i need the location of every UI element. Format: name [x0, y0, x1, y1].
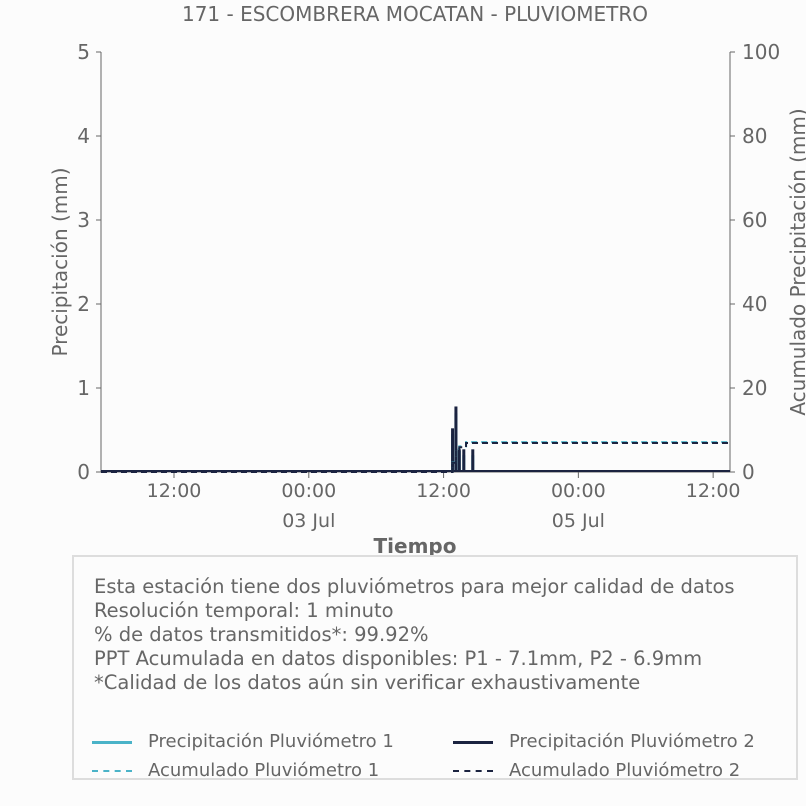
precip-bar-2 — [454, 406, 458, 472]
y-tick-label: 4 — [77, 124, 90, 148]
x-tick-label: 00:00 — [281, 480, 336, 502]
x-tick-label: 12:00 — [147, 480, 202, 502]
legend-swatch-a1 — [92, 770, 132, 772]
x-tick-label: 12:00 — [686, 480, 741, 502]
legend-swatch-p1 — [92, 741, 132, 744]
y2-tick-label: 60 — [742, 208, 767, 232]
y2-tick-label: 0 — [742, 460, 755, 484]
info-line-quality-note: *Calidad de los datos aún sin verificar … — [94, 671, 641, 694]
y2-tick-label: 20 — [742, 376, 767, 400]
legend-label-a1: Acumulado Pluviómetro 1 — [148, 760, 380, 781]
precip-bar-2 — [471, 449, 475, 472]
y-axis-label: Precipitación (mm) — [48, 167, 72, 356]
info-line-stations: Esta estación tiene dos pluviómetros par… — [94, 575, 735, 598]
info-line-accumulated: PPT Acumulada en datos disponibles: P1 -… — [94, 647, 703, 670]
y2-tick-label: 40 — [742, 292, 767, 316]
x-tick-label: 00:00 — [551, 480, 606, 502]
x-axis-label: Tiempo — [374, 534, 457, 558]
y2-axis-label: Acumulado Precipitación (mm) — [786, 108, 806, 415]
legend-label-a2: Acumulado Pluviómetro 2 — [509, 760, 741, 781]
x-tick-date-label: 03 Jul — [282, 510, 335, 532]
precipitation-chart: 171 - ESCOMBRERA MOCATAN - PLUVIOMETRO P… — [48, 2, 806, 558]
y2-tick-label: 80 — [742, 124, 767, 148]
x-tick-label: 12:00 — [416, 480, 471, 502]
legend-label-p2: Precipitación Pluviómetro 2 — [509, 731, 755, 752]
precip-bar-2 — [457, 449, 461, 472]
y-tick-label: 5 — [77, 40, 90, 64]
y-tick-label: 1 — [77, 376, 90, 400]
precip-bar-2 — [451, 428, 455, 472]
y-tick-label: 2 — [77, 292, 90, 316]
info-line-transmitted: % de datos transmitidos*: 99.92% — [94, 623, 429, 646]
chart-title: 171 - ESCOMBRERA MOCATAN - PLUVIOMETRO — [182, 2, 648, 26]
accum-line-2 — [101, 442, 730, 473]
y-tick-label: 3 — [77, 208, 90, 232]
x-tick-date-label: 05 Jul — [552, 510, 605, 532]
info-line-resolution: Resolución temporal: 1 minuto — [94, 599, 394, 622]
y-tick-label: 0 — [77, 460, 90, 484]
legend-swatch-a2 — [453, 770, 493, 772]
legend-swatch-p2 — [453, 741, 493, 744]
accum-line-1 — [101, 441, 730, 473]
info-box: Esta estación tiene dos pluviómetros par… — [72, 555, 798, 781]
legend-label-p1: Precipitación Pluviómetro 1 — [148, 731, 394, 752]
y2-tick-label: 100 — [742, 40, 780, 64]
precip-bar-2 — [462, 449, 466, 472]
